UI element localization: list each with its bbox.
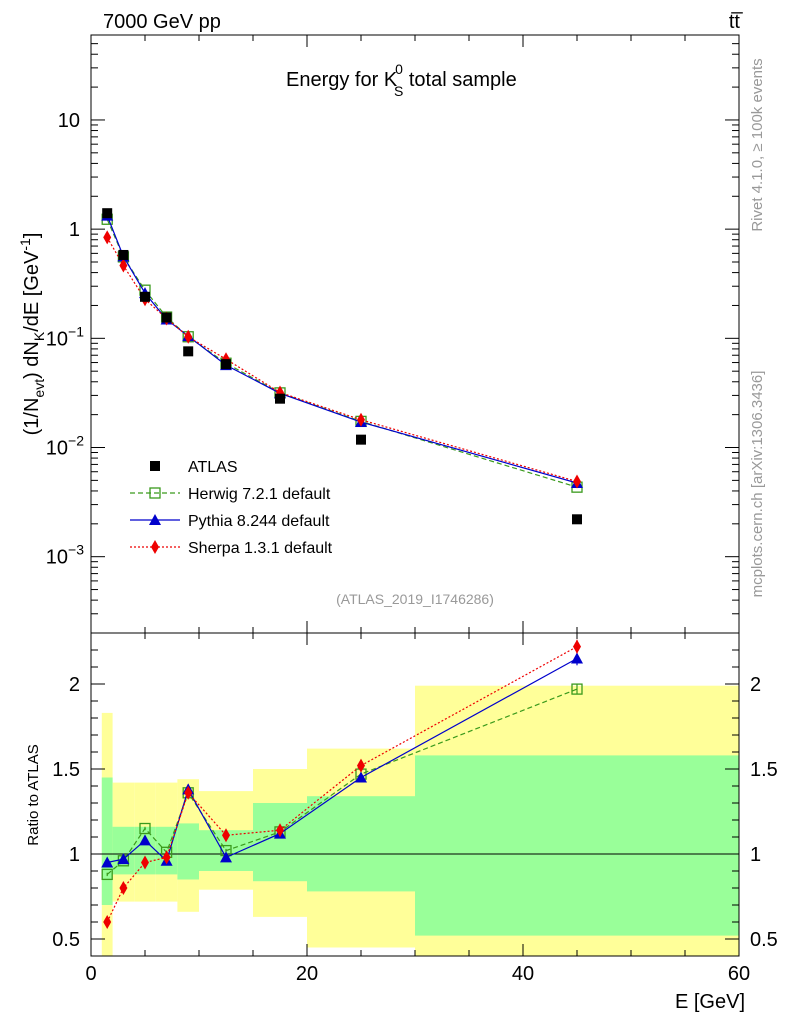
ratio-y-tick-label-right: 1.5 (750, 759, 778, 781)
sherpa-main-point (357, 412, 365, 427)
ratio-y-tick-label: 0.5 (52, 929, 80, 951)
ratio-band-inner (134, 826, 156, 875)
ratio-y-tick-label: 1.5 (52, 759, 80, 781)
plot-title: Energy for K0 S total sample (286, 61, 517, 99)
legend-label-herwig: Herwig 7.2.1 default (188, 486, 331, 503)
main-y-tick-label: 10 (58, 110, 80, 132)
legend: ATLAS Herwig 7.2.1 default Pythia 8.244 de… (130, 459, 333, 557)
sherpa-ratio-point (103, 915, 112, 929)
main-plot: 10 1 10−1 10−2 10−3 Energy for K0 S total sam… (46, 34, 740, 634)
process-label: tt̅ (729, 11, 743, 33)
ratio-y-tick-label-right: 2 (750, 674, 761, 696)
herwig-ratio-point (101, 868, 113, 881)
ratio-band-inner (177, 823, 199, 880)
plot-title-rest: total sample (403, 69, 516, 91)
ratio-ylabel: Ratio to ATLAS (25, 744, 42, 845)
ratio-y-tick-label-right: 0.5 (750, 929, 778, 951)
rivet-label: Rivet 4.1.0, ≥ 100k events (749, 58, 766, 231)
sherpa-ratio-point (276, 823, 284, 838)
pythia-ratio-point (139, 834, 151, 846)
beam-label: 7000 GeV pp (103, 11, 221, 33)
x-tick-label: 0 (85, 963, 96, 985)
main-ylabel: (1/Nevt) dNK/dE [GeV-1] (17, 233, 47, 436)
plot-title-sub: S (394, 83, 403, 99)
atlas-data-point (183, 346, 194, 357)
main-y-tick-label: 10−2 (46, 433, 84, 460)
sherpa-main-point (103, 230, 112, 245)
sherpa-ratio-point (141, 855, 149, 870)
ratio-plot: 0 20 40 60 2 2 1.5 1.5 1 1 0.5 0.5 (52, 632, 778, 985)
main-y-tick-label: 1 (69, 219, 80, 241)
sherpa-ratio-point (222, 828, 230, 843)
ratio-y-tick-label-right: 1 (750, 844, 761, 866)
ratio-band-inner (101, 777, 113, 905)
plot-title-main: Energy for K (286, 69, 398, 91)
herwig-ratio-point (571, 683, 583, 695)
legend-marker-pythia (149, 514, 161, 525)
x-tick-label: 60 (728, 963, 750, 985)
x-tick-label: 40 (512, 963, 534, 985)
main-y-tick-label: 10−1 (46, 323, 84, 350)
mcplots-label: mcplots.cern.ch [arXiv:1306.3436] (749, 371, 766, 598)
ratio-y-tick-label: 1 (69, 844, 80, 866)
ratio-band-inner (415, 755, 739, 936)
atlas-data-point (572, 514, 582, 525)
atlas-data-point (140, 291, 150, 302)
atlas-data-point (221, 359, 231, 370)
legend-marker-atlas (150, 461, 160, 471)
sherpa-main-point (573, 474, 581, 489)
atlas-data-point (118, 249, 129, 260)
herwig-main-line (106, 219, 578, 488)
ratio-band-inner (307, 796, 415, 892)
main-y-tick-label: 10−3 (46, 542, 84, 569)
pythia-main-line (106, 215, 578, 484)
plot-title-sup: 0 (395, 61, 403, 77)
x-axis-label: E [GeV] (675, 991, 745, 1013)
pythia-ratio-point (117, 853, 130, 865)
legend-marker-herwig (149, 487, 161, 499)
legend-label-pythia: Pythia 8.244 default (188, 513, 330, 530)
legend-label-atlas: ATLAS (188, 459, 238, 476)
sherpa-ratio-point (357, 758, 365, 773)
atlas-data-point (275, 393, 285, 404)
sherpa-main-point (119, 258, 128, 273)
herwig-ratio-point (139, 822, 151, 835)
pythia-ratio-point (355, 771, 367, 783)
sherpa-ratio-point (162, 850, 171, 865)
atlas-data-point (102, 208, 113, 219)
pythia-ratio-point (101, 856, 114, 868)
x-tick-label: 20 (296, 963, 318, 985)
sherpa-main-line (106, 237, 578, 483)
sherpa-ratio-point (573, 639, 581, 654)
analysis-id: (ATLAS_2019_I1746286) (336, 591, 494, 607)
legend-label-sherpa: Sherpa 1.3.1 default (188, 540, 333, 557)
sherpa-main-point (184, 329, 193, 344)
pythia-ratio-point (220, 851, 232, 863)
ratio-y-tick-label: 2 (69, 674, 80, 696)
pythia-ratio-point (571, 652, 583, 664)
sherpa-ratio-point (119, 881, 128, 895)
atlas-data-point (161, 312, 172, 323)
sherpa-ratio-point (184, 785, 193, 800)
legend-marker-sherpa (151, 540, 159, 554)
atlas-data-point (356, 434, 366, 445)
